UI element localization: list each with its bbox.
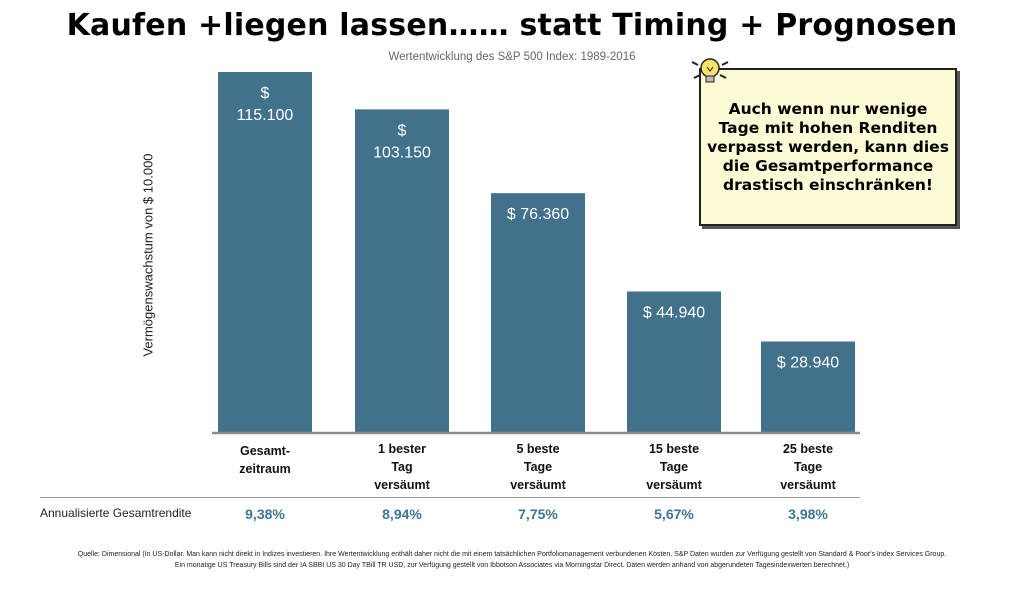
x-tick-label: 1 bester Tag versäumt xyxy=(347,440,457,494)
source-note: Quelle: Dimensional (In US-Dollar. Man k… xyxy=(0,549,1024,571)
bar xyxy=(627,291,721,432)
bar-value-label: $ 44.940 xyxy=(643,304,705,321)
x-tick-label-line: zeitraum xyxy=(239,462,291,476)
x-tick-label: 15 beste Tage versäumt xyxy=(619,440,729,494)
note-box: Auch wenn nur wenige Tage mit hohen Rend… xyxy=(699,68,957,226)
x-tick-label-line: 15 beste xyxy=(648,442,700,456)
note-line: drastisch einschränken! xyxy=(723,176,933,194)
x-tick-label: Gesamt-zeitraum xyxy=(210,442,320,478)
bar-value-label: 103.150 xyxy=(373,144,431,161)
x-tick-label-line: 5 beste xyxy=(516,442,560,456)
bar xyxy=(491,193,585,432)
x-tick-label: 25 beste Tage versäumt xyxy=(753,440,863,494)
x-tick-label-line: Gesamt- xyxy=(239,444,291,458)
lightbulb-icon xyxy=(691,58,729,83)
source-line: Quelle: Dimensional (In US-Dollar. Man k… xyxy=(77,551,947,558)
x-tick-label-line: Tage xyxy=(523,460,553,474)
note-line: Tage mit hohen Renditen xyxy=(718,119,938,137)
note-line: die Gesamtperformance xyxy=(722,157,934,175)
x-tick-label-line: versäumt xyxy=(374,478,430,492)
x-tick-label-line: versäumt xyxy=(646,478,702,492)
bar-value-label: $ xyxy=(261,85,270,102)
x-tick-label-line: Tage xyxy=(793,460,823,474)
x-tick-label-line: versäumt xyxy=(510,478,566,492)
bar-value-label: $ 28.940 xyxy=(777,354,839,371)
annualized-return-value: 5,67% xyxy=(654,506,694,522)
note-line: Auch wenn nur wenige xyxy=(728,100,928,118)
separator-line xyxy=(40,497,860,498)
annualized-return-value: 3,98% xyxy=(788,506,828,522)
x-tick-label-line: 25 beste xyxy=(782,442,834,456)
bar-value-label: 115.100 xyxy=(237,107,294,124)
page-title: Kaufen +liegen lassen…… statt Timing + P… xyxy=(66,8,958,43)
bar xyxy=(355,109,449,433)
bar-value-label: $ 76.360 xyxy=(507,206,569,223)
annualized-return-value: 8,94% xyxy=(382,506,422,522)
bar-value-label: $ xyxy=(398,122,407,139)
annualized-return-value: 9,38% xyxy=(245,506,285,522)
x-tick-label-line: Tage xyxy=(659,460,689,474)
note-text: Auch wenn nur wenige Tage mit hohen Rend… xyxy=(701,100,955,195)
x-tick-label-line: 1 bester xyxy=(378,442,426,456)
bar xyxy=(218,72,312,432)
annualized-return-value: 7,75% xyxy=(518,506,558,522)
x-tick-label: 5 beste Tage versäumt xyxy=(483,440,593,494)
note-line: verpasst werden, kann dies xyxy=(707,138,949,156)
returns-label: Annualisierte Gesamtrendite xyxy=(40,506,192,520)
chart-subtitle: Wertentwicklung des S&P 500 Index: 1989-… xyxy=(388,51,636,63)
bar xyxy=(761,341,855,432)
x-tick-label-line: Tag xyxy=(391,460,413,474)
x-tick-label-line: versäumt xyxy=(780,478,836,492)
source-line: Ein monatige US Treasury Bills sind der … xyxy=(174,562,850,569)
